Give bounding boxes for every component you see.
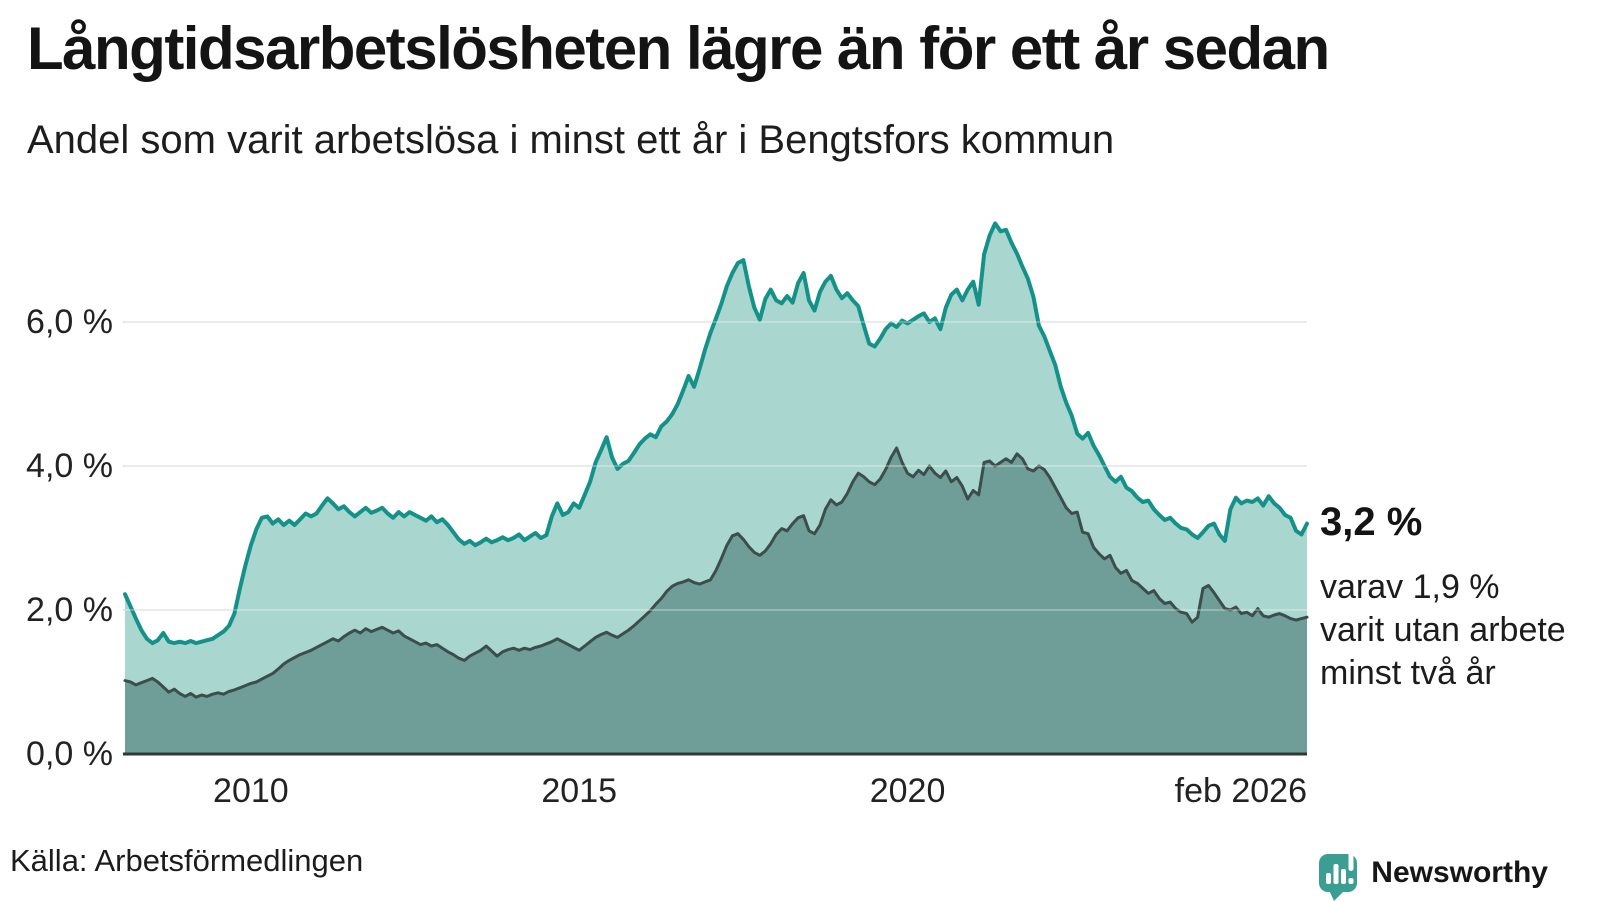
source-label: Källa: Arbetsförmedlingen: [10, 843, 364, 878]
page-subtitle: Andel som varit arbetslösa i minst ett å…: [27, 118, 1115, 162]
y-tick-label: 6,0 %: [26, 303, 113, 341]
y-tick-label: 0,0 %: [26, 735, 113, 773]
latest-value-note: varav 1,9 % varit utan arbete minst två …: [1320, 568, 1566, 692]
x-tick-label: 2010: [213, 772, 289, 810]
latest-value-label: 3,2 %: [1320, 499, 1423, 544]
brand-name: Newsworthy: [1371, 856, 1548, 889]
page-title: Långtidsarbetslösheten lägre än för ett …: [27, 15, 1330, 82]
x-tick-label: 2020: [869, 772, 946, 810]
y-tick-label: 2,0 %: [26, 591, 113, 629]
y-tick-label: 4,0 %: [26, 447, 113, 485]
x-tick-label: 2015: [541, 772, 618, 810]
newsworthy-icon: [1319, 847, 1358, 901]
x-tick-label: feb 2026: [1174, 772, 1307, 810]
brand-logo: Newsworthy: [1317, 845, 1548, 901]
